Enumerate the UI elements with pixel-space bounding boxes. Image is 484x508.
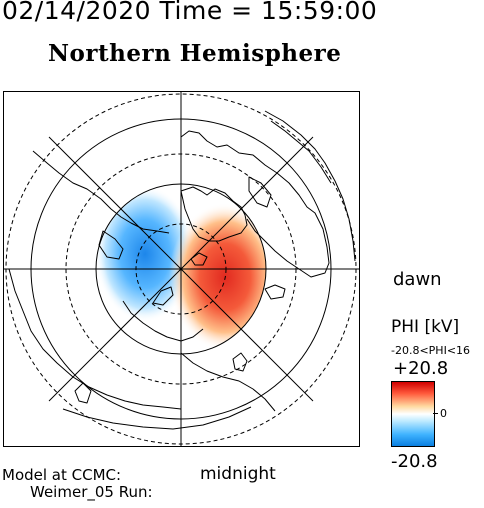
coast-siberia bbox=[32, 150, 170, 234]
coast-novaya-zemlya bbox=[152, 286, 174, 306]
coast-alaska bbox=[270, 120, 332, 184]
colorbar-zero-label: 0 bbox=[440, 407, 447, 420]
coast-eurasia-north bbox=[8, 268, 182, 410]
coastlines bbox=[8, 110, 356, 430]
coast-greenland bbox=[180, 186, 248, 242]
colorbar-range-text: -20.8<PHI<16 bbox=[391, 344, 471, 357]
coast-baffin bbox=[248, 176, 272, 208]
datetime-title: 02/14/2020 Time = 15:59:00 bbox=[2, 0, 378, 25]
coast-taymyr bbox=[98, 230, 124, 260]
colorbar-min-label: -20.8 bbox=[391, 451, 438, 472]
coast-british-isles bbox=[232, 352, 248, 372]
hemisphere-title: Northern Hemisphere bbox=[48, 40, 342, 67]
graticule bbox=[3, 91, 360, 447]
coast-scandinavia bbox=[122, 300, 204, 342]
colorbar-max-label: +20.8 bbox=[393, 358, 449, 379]
meridian-diagonal-b bbox=[48, 136, 314, 402]
coast-canada-arctic bbox=[180, 130, 330, 278]
coast-north-america bbox=[264, 110, 356, 262]
midnight-label: midnight bbox=[200, 464, 276, 484]
coast-svalbard bbox=[190, 252, 208, 266]
colorbar-title: PHI [kV] bbox=[391, 317, 460, 337]
polar-potential-map bbox=[3, 91, 360, 447]
run-label: Weimer_05 Run: bbox=[30, 483, 153, 501]
coast-europe bbox=[180, 352, 276, 412]
dawn-label: dawn bbox=[393, 269, 442, 290]
coast-iceland bbox=[264, 284, 286, 300]
coast-africa-arabia bbox=[62, 406, 252, 430]
colorbar-zero-tick bbox=[433, 413, 438, 414]
model-label: Model at CCMC: bbox=[2, 466, 122, 484]
colorbar bbox=[391, 381, 435, 447]
coast-caspian bbox=[74, 382, 92, 404]
